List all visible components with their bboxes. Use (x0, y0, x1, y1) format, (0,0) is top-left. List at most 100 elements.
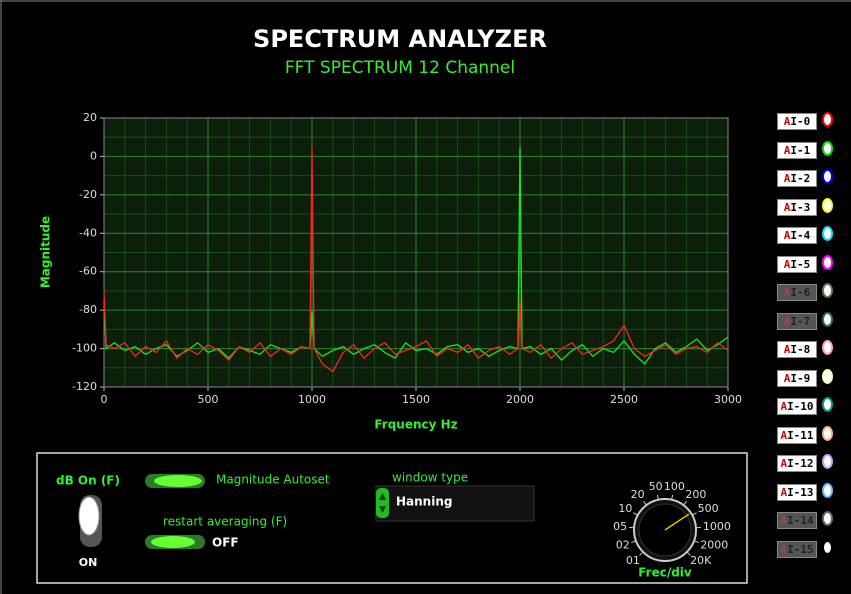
channel-color-swatch (822, 283, 833, 298)
knob-scale-label: 1000 (703, 520, 731, 533)
channel-color-swatch (822, 511, 833, 526)
channel-entry[interactable]: AI-3 (777, 197, 839, 217)
channel-name: AI-7 (777, 312, 817, 330)
x-tick-label: 0 (101, 393, 108, 406)
channel-entry[interactable]: AI-7 (777, 311, 839, 331)
channel-entry[interactable]: AI-12 (777, 453, 839, 473)
channel-entry[interactable]: AI-9 (777, 368, 839, 388)
knob-scale-label: 10 (618, 502, 632, 515)
y-tick-label: -80 (79, 303, 97, 316)
knob-pointer (664, 513, 690, 531)
knob-scale-tick (671, 494, 674, 500)
x-tick-label: 3000 (714, 393, 742, 406)
knob-scale-tick (693, 540, 699, 544)
channel-color-swatch (822, 226, 833, 241)
y-tick-label: 0 (90, 149, 97, 162)
chart-subtitle: FFT SPECTRUM 12 Channel (285, 58, 515, 78)
plot-border (103, 117, 729, 388)
channel-entry[interactable]: AI-13 (777, 482, 839, 502)
x-tick-label: 500 (198, 393, 219, 406)
channel-name: AI-6 (777, 284, 817, 301)
channel-color-swatch (822, 425, 833, 441)
knob-scale-label: 100 (664, 480, 685, 493)
channel-color-swatch (822, 539, 833, 555)
knob-scale-label: 500 (698, 502, 719, 515)
window-type-spinner[interactable] (376, 488, 389, 518)
channel-entry[interactable]: AI-15 (777, 539, 839, 559)
channel-color-swatch (822, 482, 833, 498)
knob-scale-tick (691, 512, 697, 516)
window-type-box (375, 485, 535, 522)
channel-entry[interactable]: AI-5 (777, 254, 839, 274)
knob-scale-label: 02 (616, 538, 630, 551)
channel-entry[interactable]: AI-14 (777, 510, 839, 530)
y-tick-label: -40 (79, 226, 97, 239)
y-tick-label: 20 (83, 111, 97, 124)
autoset-light (154, 475, 202, 487)
controls-frame (36, 452, 748, 584)
chart-title: SPECTRUM ANALYZER (253, 25, 547, 53)
channel-entry[interactable]: AI-10 (777, 396, 839, 416)
window-type-value: Hanning (396, 495, 452, 509)
knob-scale-label: 2000 (700, 538, 728, 551)
channel-name: AI-1 (777, 141, 817, 159)
channel-color-swatch (822, 454, 833, 469)
restart-averaging-state: OFF (212, 536, 239, 550)
channel-entry[interactable]: AI-0 (777, 111, 839, 131)
knob-scale-tick (683, 500, 687, 506)
channel-color-swatch (822, 197, 833, 213)
channel-entry[interactable]: AI-8 (777, 339, 839, 359)
channel-name: AI-5 (777, 255, 817, 273)
channel-color-swatch (822, 140, 833, 156)
channel-name: AI-2 (777, 170, 817, 187)
spectrum-line (103, 146, 729, 373)
knob-scale-tick (656, 494, 659, 500)
restart-averaging-light (151, 536, 195, 548)
x-tick-label: 2500 (610, 393, 638, 406)
db-toggle-label: dB On (F) (56, 474, 120, 488)
knob-scale-label: 01 (626, 554, 640, 567)
channel-color-swatch (822, 397, 833, 412)
channel-color-swatch (822, 169, 833, 184)
y-tick-label: -120 (72, 380, 97, 393)
db-toggle-switch[interactable] (78, 496, 100, 536)
x-axis-label: Frquency Hz (374, 418, 457, 432)
channel-entry[interactable]: AI-2 (777, 168, 839, 188)
spinner-arrows (379, 493, 386, 513)
knob-scale-tick (639, 551, 644, 556)
window-type-label: window type (392, 471, 468, 485)
channel-name: AI-0 (777, 113, 817, 130)
y-tick-label: -60 (79, 265, 97, 278)
channel-name: AI-4 (777, 227, 817, 244)
plot-layer: 0 500 1000 1500 2000 2500 3000 -120 -100 -80 -60 -4… (72, 111, 742, 406)
knob-scale-label: 200 (685, 488, 706, 501)
channel-name: AI-13 (777, 483, 817, 501)
y-tick-label: -20 (79, 188, 97, 201)
db-toggle-state: ON (79, 556, 98, 569)
channel-entry[interactable]: AI-11 (777, 425, 839, 445)
channel-name: AI-10 (777, 398, 817, 415)
autoset-label: Magnitude Autoset (216, 473, 330, 487)
channel-entry[interactable]: AI-4 (777, 225, 839, 245)
restart-averaging-label: restart averaging (F) (163, 515, 287, 529)
channel-name: AI-14 (777, 512, 817, 529)
channel-entry[interactable]: AI-1 (777, 140, 839, 160)
channel-name: AI-15 (777, 540, 817, 558)
channel-color-swatch (822, 340, 833, 355)
spectrum-line (103, 146, 729, 365)
x-tick-label: 2000 (506, 393, 534, 406)
knob-scale-tick (631, 540, 637, 544)
knob-scale-label: 05 (613, 520, 627, 533)
knob-scale-tick (633, 512, 639, 516)
channel-color-swatch (822, 311, 833, 327)
channel-color-swatch (822, 112, 833, 127)
channel-entry[interactable]: AI-6 (777, 282, 839, 302)
knob-scale-tick (643, 500, 647, 506)
knob-scale-label: 20 (631, 488, 645, 501)
channel-name: AI-9 (777, 369, 817, 387)
y-axis-label: Magnitude (39, 216, 53, 288)
channel-name: AI-8 (777, 341, 817, 358)
